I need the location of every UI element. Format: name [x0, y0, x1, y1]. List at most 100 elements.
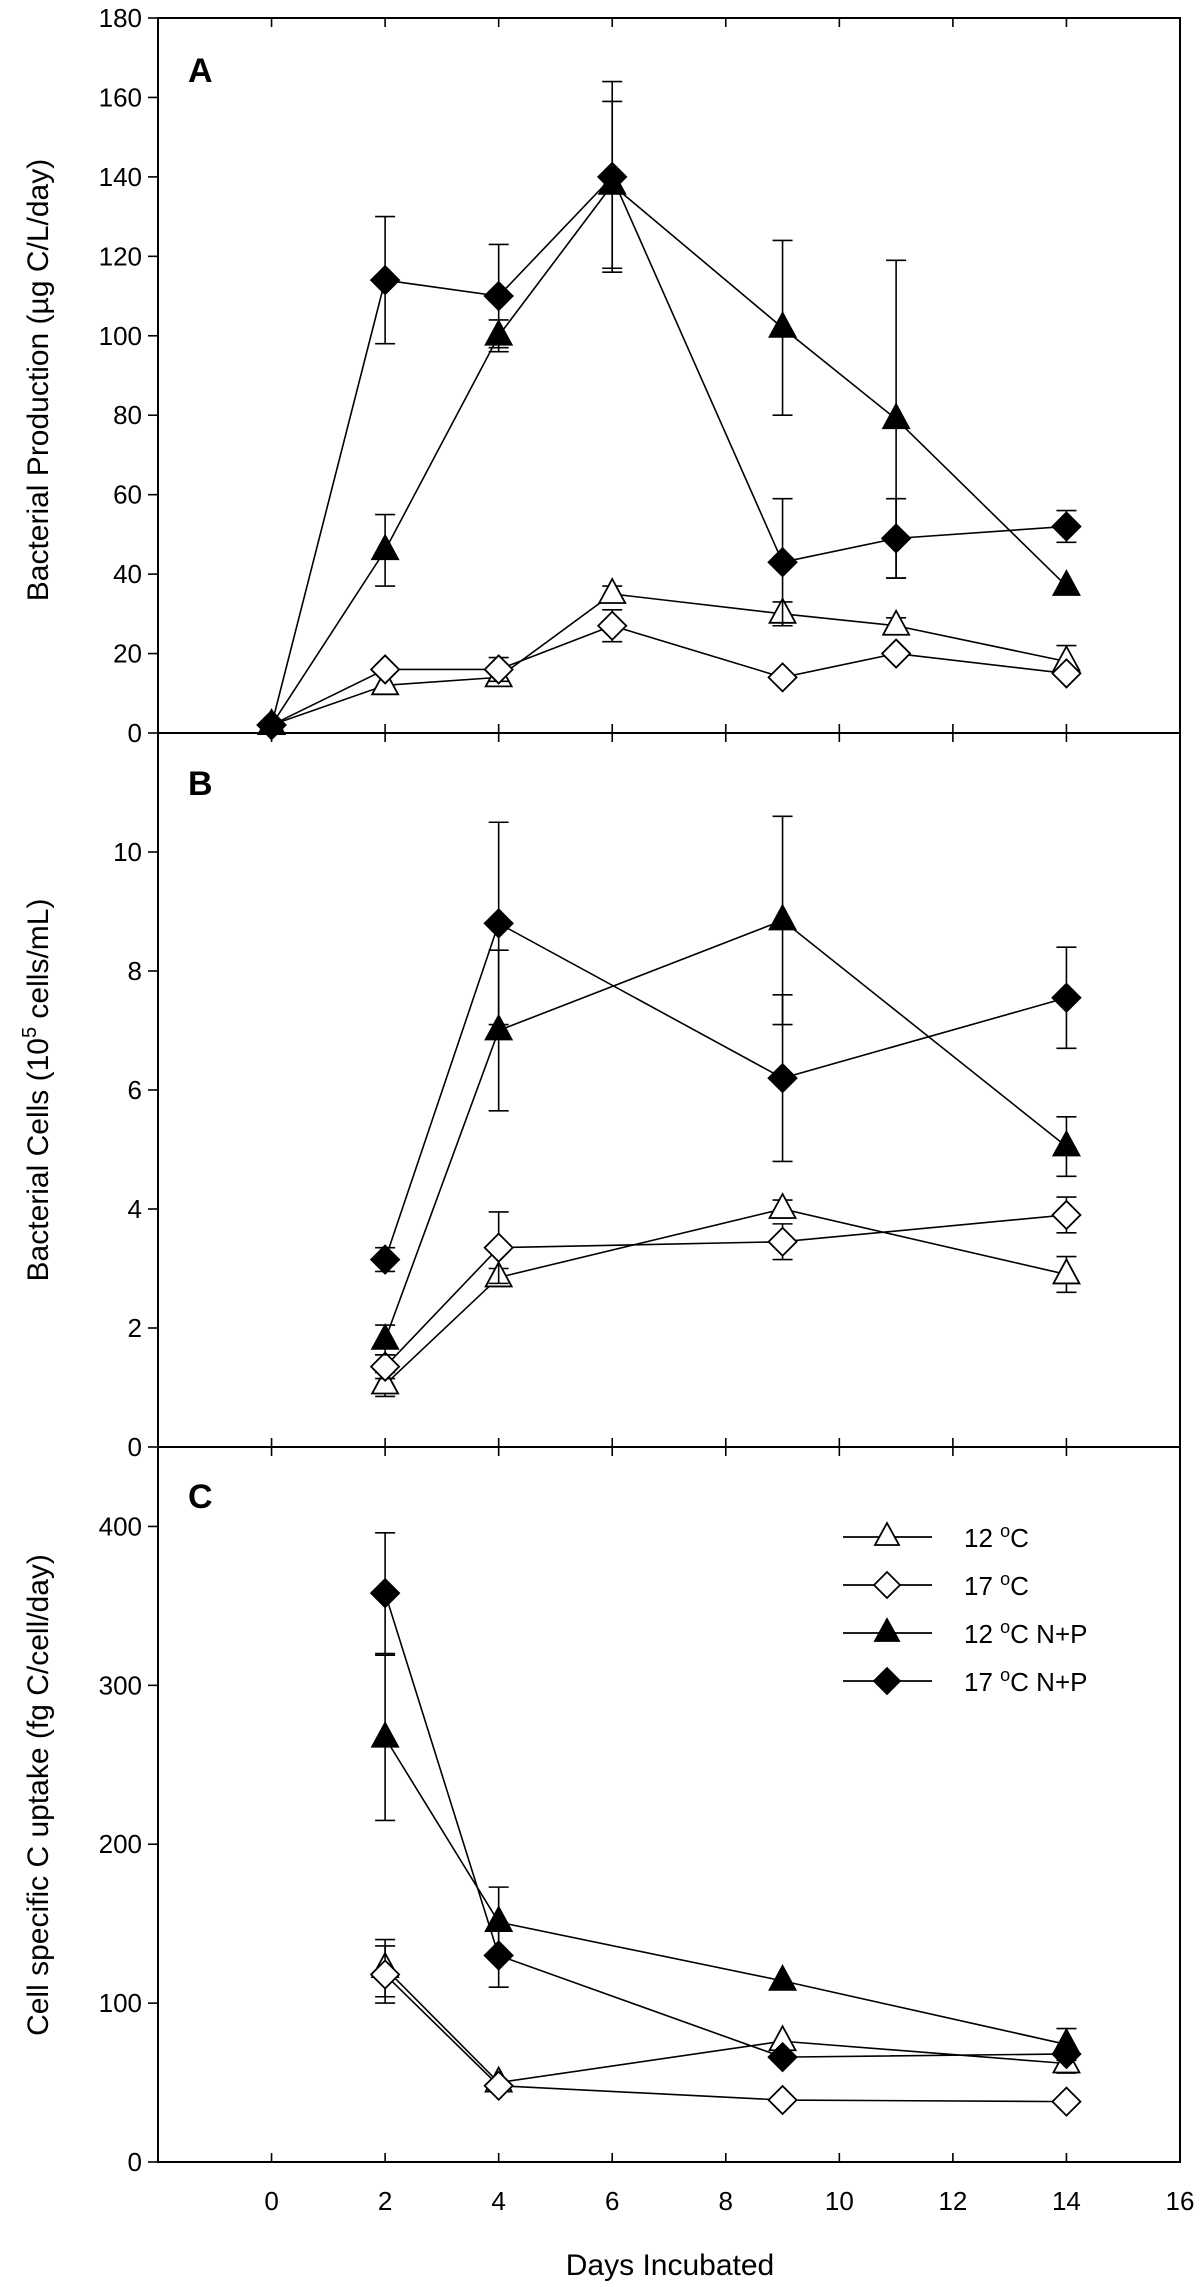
legend-marker-17c-np — [872, 1666, 902, 1696]
panel-a-y-tick-label-4: 80 — [113, 400, 142, 430]
panel-c-letter: C — [188, 1478, 213, 1516]
panel-c-series-17c-point — [1051, 2086, 1082, 2117]
panel-b-series-17c-point — [1051, 1199, 1082, 1231]
x-tick-label-8: 16 — [1166, 2186, 1195, 2216]
panel-b-y-tick-label-5: 10 — [113, 837, 142, 867]
panel-a-y-tick-label-6: 120 — [99, 241, 142, 271]
panel-a-y-tick-label-1: 20 — [113, 639, 142, 669]
panel-a-series-17c-point — [1051, 658, 1082, 689]
panel-c-series-12c-np-point — [768, 1963, 798, 1991]
panel-a-series-17c-np-point — [596, 161, 628, 193]
panel-a-plot: 0 20 40 60 80 100 120 140 160 180 — [99, 3, 1181, 748]
panel-a-series-17c-point — [596, 610, 628, 642]
panel-b-series-17c-point — [483, 1232, 514, 1263]
x-axis-title: Days Incubated — [566, 2249, 774, 2282]
panel-c-frame — [157, 1446, 1181, 2163]
panel-c-y-tick-label-0: 0 — [128, 2147, 142, 2177]
panel-b-series-12c-np-point — [1051, 1129, 1081, 1157]
panel-b-series-12c — [370, 1192, 1081, 1398]
x-tick-label-0: 0 — [264, 2186, 278, 2216]
panel-b-y-tick-label-0: 0 — [128, 1432, 142, 1462]
panel-c-series-12c-line — [384, 1967, 1067, 2084]
panel-c-y-tick-label-1: 100 — [99, 1988, 142, 2018]
panel-b-letter: B — [188, 765, 213, 803]
panel-a-series-17c-point — [369, 654, 401, 685]
panel-c-plot: 0 100 200 300 400 — [99, 1446, 1181, 2177]
panel-b-series-17c-np-point — [1051, 982, 1082, 1014]
panel-b-y-tick-label-4: 8 — [128, 956, 142, 986]
legend-label-17c-np: 17 oC N+P — [964, 1665, 1087, 1697]
panel-a-ylabel-text: Bacterial Production (µg C/L/day) — [22, 159, 55, 602]
panel-c-series-17c-point — [369, 1959, 401, 1990]
panel-b-y-tick-label-2: 4 — [128, 1194, 142, 1224]
x-tick-label-5: 10 — [825, 2186, 854, 2216]
x-tick-label-2: 4 — [491, 2186, 505, 2216]
panel-b-ylabel: Bacterial Cells (105 cells/mL) — [19, 899, 55, 1282]
panel-b-series-17c-np-point — [483, 908, 514, 939]
panel-c: C Cell specific C uptake (fg C/cell/day) — [22, 1478, 213, 2036]
panel-b-y-tick-label-1: 2 — [128, 1313, 142, 1343]
x-tick-label-3: 6 — [605, 2186, 619, 2216]
panel-b: B Bacterial Cells (105 cells/mL) — [19, 765, 213, 1281]
panel-b-series-17c — [369, 1196, 1082, 1382]
legend-marker-12c-np — [873, 1617, 901, 1642]
panel-b-plot: 0 2 4 6 8 10 — [113, 732, 1181, 1462]
panel-a-series-17c-point — [767, 662, 798, 693]
panel-b-series-12c-line — [384, 1208, 1067, 1386]
legend-label-12c: 12 oC — [964, 1521, 1029, 1553]
panel-b-series-17c-np — [369, 821, 1082, 1275]
panel-b-series-17c-line — [384, 1214, 1067, 1368]
legend-marker-17c — [872, 1570, 902, 1600]
panel-a-series-17c-point — [483, 654, 514, 685]
panel-a-series-17c-np-point — [483, 280, 514, 312]
panel-a-series-17c-np-point — [880, 523, 912, 554]
panel-b-ylabel-sup: 5 — [19, 1027, 41, 1038]
panel-c-ylabel: Cell specific C uptake (fg C/cell/day) — [22, 1554, 55, 2036]
legend-entry-12c: 12 oC — [843, 1521, 1029, 1553]
panel-c-series-17c — [369, 1945, 1082, 2117]
panel-a-series-17c-np-point — [767, 546, 798, 578]
panel-b-series-12c-np — [370, 815, 1081, 1356]
panel-a-series-17c-np-point — [369, 264, 401, 296]
panel-a-y-tick-label-7: 140 — [99, 162, 142, 192]
panel-a-ylabel: Bacterial Production (µg C/L/day) — [22, 159, 55, 602]
legend-entry-12c-np: 12 oC N+P — [843, 1617, 1087, 1649]
panel-a-y-tick-label-2: 40 — [113, 559, 142, 589]
panel-c-series-17c-np-line — [384, 1592, 1067, 2058]
panel-b-y-tick-label-3: 6 — [128, 1075, 142, 1105]
panel-c-y-tick-label-3: 300 — [99, 1670, 142, 1700]
panel-a-y-tick-label-0: 0 — [128, 718, 142, 748]
panel-a-series-12c-np-point — [370, 533, 400, 561]
panel-c-series-12c-np-point — [370, 1720, 400, 1748]
panel-b-series-12c-np-line — [384, 919, 1067, 1341]
legend: 12 oC 17 oC 12 oC N+P 17 oC N+P — [843, 1521, 1087, 1697]
panel-a-series-17c-np-point — [1051, 511, 1082, 542]
panel-b-series-17c-np-line — [384, 922, 1067, 1260]
legend-label-17c: 17 oC — [964, 1569, 1029, 1601]
panel-c-series-17c-point — [483, 2070, 514, 2102]
legend-marker-12c — [873, 1521, 901, 1546]
panel-b-series-12c-np-point — [768, 903, 798, 931]
x-tick-label-4: 8 — [719, 2186, 733, 2216]
panel-a-y-tick-label-5: 100 — [99, 321, 142, 351]
panel-b-series-17c-point — [767, 1226, 798, 1257]
legend-entry-17c-np: 17 oC N+P — [843, 1665, 1087, 1697]
panel-a: A Bacterial Production (µg C/L/day) — [22, 52, 213, 601]
panel-c-series-17c-np-point — [767, 2041, 798, 2073]
panel-c-series-17c-point — [767, 2084, 798, 2116]
panel-c-ylabel-text: Cell specific C uptake (fg C/cell/day) — [22, 1554, 55, 2036]
panel-a-y-tick-label-9: 180 — [99, 3, 142, 33]
panel-b-series-17c-np-point — [767, 1062, 798, 1094]
panel-c-y-tick-label-2: 200 — [99, 1829, 142, 1859]
x-tick-label-6: 12 — [938, 2186, 967, 2216]
panel-c-series-17c-np — [369, 1532, 1082, 2073]
panel-b-series-17c-np-point — [369, 1244, 401, 1275]
panel-a-series-12c-np-point — [881, 402, 911, 430]
panel-b-ylabel-rest: cells/mL) — [22, 899, 55, 1027]
panel-a-series-17c-point — [880, 638, 912, 669]
panel-b-series-12c-np-point — [370, 1323, 400, 1350]
panel-a-series-12c-point — [881, 608, 911, 636]
panel-c-series-17c-np-point — [483, 1940, 514, 1971]
panel-b-series-12c-point — [768, 1192, 798, 1219]
